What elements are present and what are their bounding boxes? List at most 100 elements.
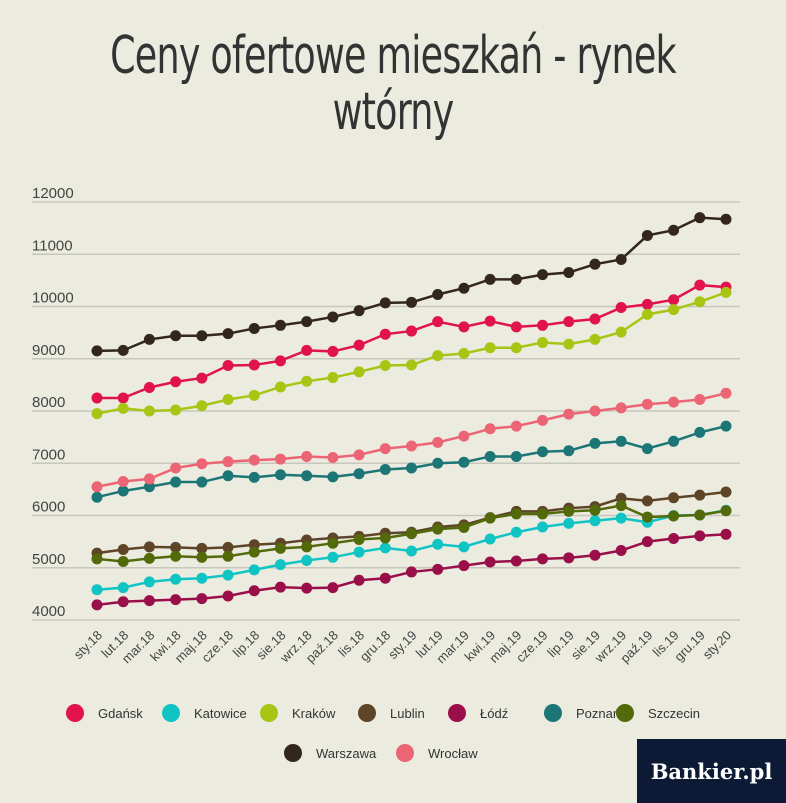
legend-label: Lublin [390,705,425,721]
data-point [668,532,680,544]
data-point [301,375,313,387]
data-point [301,541,313,553]
data-point [720,286,732,298]
data-point [615,500,627,512]
data-point [484,273,496,285]
data-point [694,530,706,542]
y-tick-label: 7000 [32,446,65,463]
data-point [196,372,208,384]
data-point [353,574,365,586]
data-point [379,542,391,554]
chart-title: Ceny ofertowe mieszkań - rynek wtórny [110,26,677,142]
series-5 [91,420,732,503]
data-point [301,582,313,594]
data-point [432,538,444,550]
data-point [537,319,549,331]
series-line [96,490,727,555]
data-point [537,337,549,349]
legend-marker [396,744,414,762]
legend-marker [616,704,634,722]
data-point [248,322,260,334]
legend-marker [162,704,180,722]
data-point [615,545,627,557]
data-point [143,381,155,393]
legend-marker [358,704,376,722]
legend-label: Kraków [292,705,336,721]
data-point [143,576,155,588]
data-point [563,505,575,517]
data-point [432,523,444,535]
data-point [537,269,549,281]
legend-item: Katowice [162,704,247,722]
data-point [406,528,417,540]
data-point [143,405,155,417]
data-point [432,316,444,328]
legend-item: Szczecin [616,704,700,722]
x-tick-label: gru.19 [671,628,708,665]
data-point [170,476,182,488]
data-point [327,311,339,323]
data-point [170,376,182,388]
data-point [563,338,575,350]
data-point [91,408,103,420]
data-point [668,304,680,316]
data-point [91,553,103,565]
data-point [327,537,339,549]
series-6 [91,500,732,567]
data-point [353,305,365,317]
y-tick-label: 9000 [32,342,65,359]
legend-label: Łódź [480,705,509,721]
data-point [537,414,549,426]
data-point [432,563,444,575]
data-point [510,342,522,354]
data-point [484,342,496,354]
data-point [379,297,391,309]
data-point [589,437,601,449]
data-point [327,345,339,357]
data-point [117,485,129,497]
data-point [170,594,182,606]
data-point [510,273,522,285]
data-point [589,333,601,345]
data-point [379,532,391,544]
data-point [641,495,653,507]
data-point [379,328,391,340]
data-point [641,398,653,410]
data-point [353,449,365,461]
data-point [274,469,286,481]
data-point [720,420,732,432]
data-point [406,545,417,557]
data-point [641,536,653,548]
data-point [589,515,601,527]
legend-marker [260,704,278,722]
data-point [510,526,522,538]
x-tick-label: sty.20 [700,628,734,662]
data-point [91,481,103,493]
data-point [353,339,365,351]
data-point [458,282,470,294]
data-point [274,581,286,593]
data-point [510,420,522,432]
line-chart: 400050006000700080009000100001100012000 … [32,185,740,666]
data-point [432,436,444,448]
data-point [563,408,575,420]
legend-item: Lublin [358,704,425,722]
data-point [668,435,680,447]
data-point [694,509,706,521]
data-point [117,476,129,488]
data-point [170,404,182,416]
data-point [196,542,208,554]
data-point [484,556,496,568]
data-point [406,566,417,578]
data-point [379,360,391,372]
data-point [615,326,627,338]
data-point [484,533,496,545]
x-tick-label: sty.18 [71,628,105,662]
data-point [248,454,260,466]
data-point [720,505,732,517]
data-point [117,392,129,404]
data-point [694,394,706,406]
data-point [615,302,627,314]
data-point [379,572,391,584]
data-point [301,316,313,328]
